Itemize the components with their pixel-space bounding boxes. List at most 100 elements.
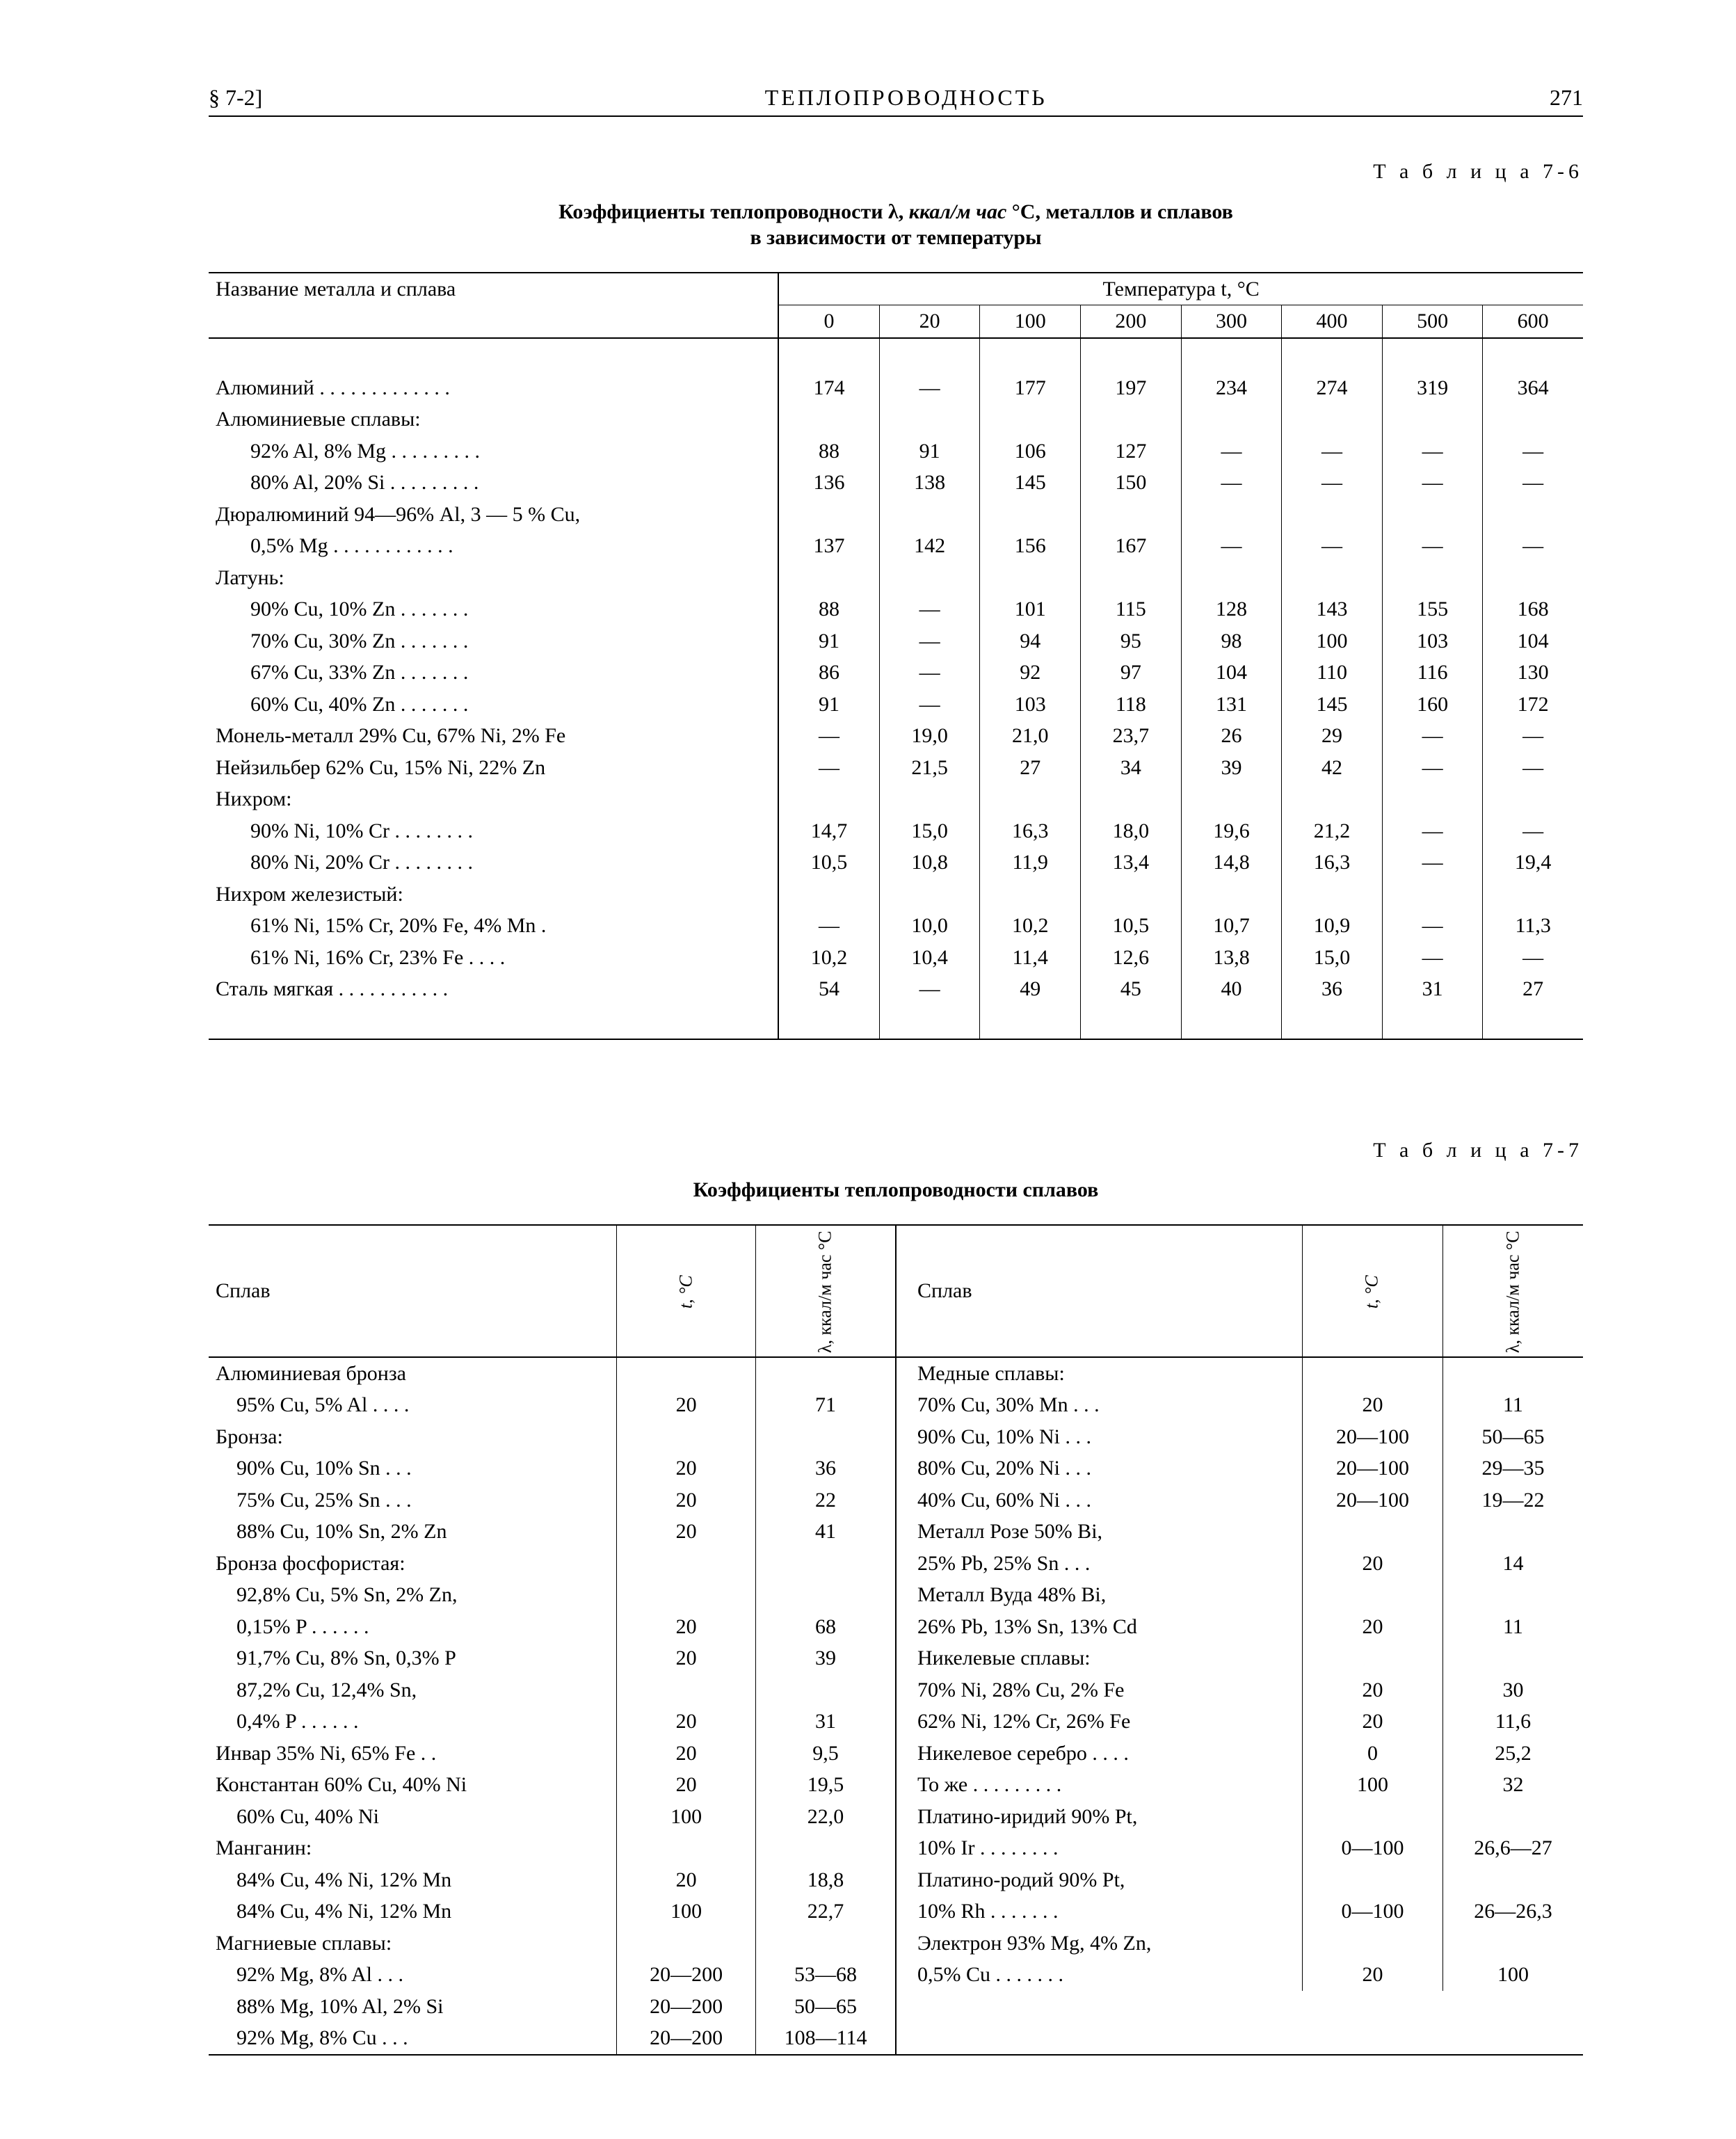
cell: 26	[1181, 720, 1282, 752]
cell-lambda	[756, 1928, 895, 1960]
table-row: 84% Cu, 4% Ni, 12% Mn2018,8	[209, 1864, 895, 1896]
table-7-7-title: Коэффициенты теплопроводности сплавов	[374, 1177, 1417, 1203]
cell	[1282, 879, 1383, 911]
cell	[1483, 403, 1583, 435]
table-row: 80% Al, 20% Si . . . . . . . . .13613814…	[209, 467, 1583, 499]
table-row: 92,8% Cu, 5% Sn, 2% Zn,	[209, 1579, 895, 1611]
cell-temp: 20	[1302, 1389, 1442, 1421]
cell: —	[1483, 815, 1583, 847]
row-name: 90% Cu, 10% Zn . . . . . . .	[209, 593, 778, 625]
cell: —	[1483, 942, 1583, 974]
cell-lambda: 30	[1442, 1674, 1583, 1706]
table-row: 90% Cu, 10% Sn . . .2036	[209, 1452, 895, 1484]
cell: 10,4	[879, 942, 980, 974]
cell: —	[879, 657, 980, 689]
row-name: 0,4% P . . . . . .	[209, 1706, 617, 1738]
cell: —	[778, 752, 879, 784]
row-name: Платино-иридий 90% Pt,	[897, 1801, 1302, 1833]
cell: 118	[1081, 689, 1182, 721]
cell: 10,8	[879, 847, 980, 879]
row-name: 10% Rh . . . . . . .	[897, 1896, 1302, 1928]
cell-lambda: 32	[1442, 1769, 1583, 1801]
cell	[879, 783, 980, 815]
row-name: Магниевые сплавы:	[209, 1928, 617, 1960]
cell: 15,0	[879, 815, 980, 847]
cell	[778, 499, 879, 531]
cell: 91	[778, 625, 879, 657]
col-alloy: Сплав	[897, 1226, 1302, 1357]
cell	[1382, 403, 1482, 435]
table-7-6-label: Т а б л и ц а 7-6	[209, 159, 1583, 185]
cell	[1282, 403, 1383, 435]
table-row: Никелевые сплавы:	[897, 1642, 1583, 1674]
row-name: Бронза:	[209, 1421, 617, 1453]
row-name: 90% Ni, 10% Cr . . . . . . . .	[209, 815, 778, 847]
cell: 10,9	[1282, 910, 1383, 942]
cell: 177	[980, 372, 1081, 404]
col-name: Название металла и сплава	[209, 273, 778, 338]
cell: 168	[1483, 593, 1583, 625]
row-name: 0,15% P . . . . . .	[209, 1611, 617, 1643]
cell-temp	[1302, 1516, 1442, 1548]
cell-lambda: 39	[756, 1642, 895, 1674]
cell: 167	[1081, 530, 1182, 562]
col-temp-400: 400	[1282, 305, 1383, 338]
cell: 11,4	[980, 942, 1081, 974]
cell-temp: 20	[1302, 1548, 1442, 1580]
col-temp-500: 500	[1382, 305, 1482, 338]
cell: 137	[778, 530, 879, 562]
cell-lambda: 9,5	[756, 1738, 895, 1770]
cell-temp	[617, 1357, 756, 1390]
cell-lambda	[756, 1357, 895, 1390]
row-name: Алюминиевая бронза	[209, 1357, 617, 1390]
table-row: 75% Cu, 25% Sn . . .2022	[209, 1484, 895, 1516]
cell: 11,3	[1483, 910, 1583, 942]
cell: 127	[1081, 435, 1182, 467]
table-row: 92% Mg, 8% Al . . .20—20053—68	[209, 1959, 895, 1991]
cell: 131	[1181, 689, 1282, 721]
cell: 91	[879, 435, 980, 467]
table-row: Бронза фосфористая:	[209, 1548, 895, 1580]
cell: 88	[778, 435, 879, 467]
table-row: 92% Al, 8% Mg . . . . . . . . .889110612…	[209, 435, 1583, 467]
table-row: 95% Cu, 5% Al . . . .2071	[209, 1389, 895, 1421]
cell	[879, 403, 980, 435]
cell-lambda: 11	[1442, 1389, 1583, 1421]
cell: 319	[1382, 372, 1482, 404]
col-temp-0: 0	[778, 305, 879, 338]
cell: 110	[1282, 657, 1383, 689]
cell: —	[1382, 815, 1482, 847]
cell: 42	[1282, 752, 1383, 784]
cell: —	[1382, 910, 1482, 942]
table-row: 10% Rh . . . . . . .0—10026—26,3	[897, 1896, 1583, 1928]
table-row: Медные сплавы:	[897, 1357, 1583, 1390]
table-row: 70% Ni, 28% Cu, 2% Fe2030	[897, 1674, 1583, 1706]
table-row: Платино-иридий 90% Pt,	[897, 1801, 1583, 1833]
table-row: 90% Cu, 10% Ni . . .20—10050—65	[897, 1421, 1583, 1453]
cell: 21,5	[879, 752, 980, 784]
cell-temp	[617, 1421, 756, 1453]
page-number: 271	[1550, 83, 1583, 111]
cell: —	[1181, 530, 1282, 562]
cell-lambda: 50—65	[756, 1991, 895, 2023]
cell: —	[778, 910, 879, 942]
cell: 88	[778, 593, 879, 625]
cell-temp: 20	[617, 1516, 756, 1548]
cell-temp	[1302, 1642, 1442, 1674]
cell: 106	[980, 435, 1081, 467]
col-alloy: Сплав	[209, 1226, 617, 1357]
cell-temp	[1302, 1357, 1442, 1390]
cell: 160	[1382, 689, 1482, 721]
cell: —	[1382, 530, 1482, 562]
row-name: 92,8% Cu, 5% Sn, 2% Zn,	[209, 1579, 617, 1611]
cell-lambda	[756, 1548, 895, 1580]
row-name: Манганин:	[209, 1832, 617, 1864]
table-row: Магниевые сплавы:	[209, 1928, 895, 1960]
table-row: 70% Cu, 30% Zn . . . . . . .91—949598100…	[209, 625, 1583, 657]
cell: 10,2	[778, 942, 879, 974]
cell-temp: 100	[617, 1801, 756, 1833]
cell: 156	[980, 530, 1081, 562]
row-name: Медные сплавы:	[897, 1357, 1302, 1390]
row-name: 80% Cu, 20% Ni . . .	[897, 1452, 1302, 1484]
row-name: Инвар 35% Ni, 65% Fe . .	[209, 1738, 617, 1770]
